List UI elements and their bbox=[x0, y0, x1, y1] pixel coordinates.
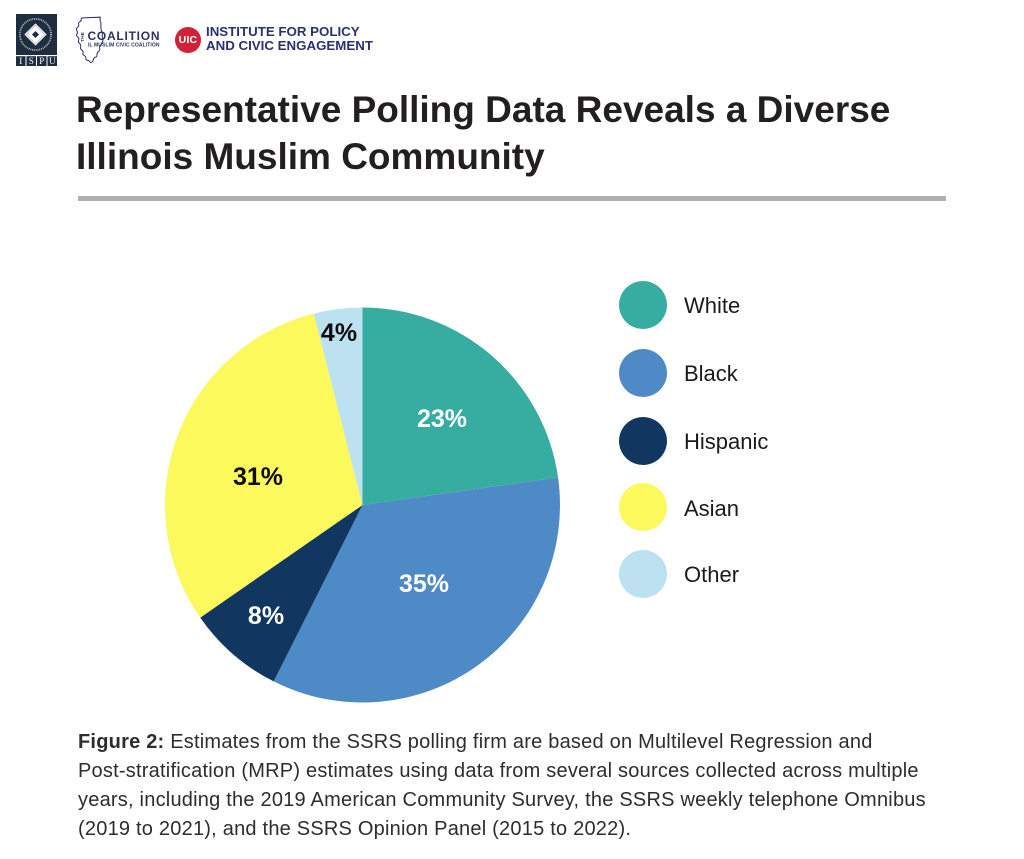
svg-text:8%: 8% bbox=[248, 602, 284, 630]
svg-text:I: I bbox=[19, 56, 22, 66]
svg-text:31%: 31% bbox=[233, 463, 283, 491]
svg-text:4%: 4% bbox=[321, 319, 357, 347]
svg-text:35%: 35% bbox=[399, 570, 449, 598]
svg-text:U: U bbox=[49, 56, 56, 66]
svg-text:COALITION: COALITION bbox=[88, 29, 161, 43]
svg-text:IL MUSLIM CIVIC COALITION: IL MUSLIM CIVIC COALITION bbox=[88, 42, 160, 48]
svg-text:THE: THE bbox=[80, 31, 86, 42]
svg-text:P: P bbox=[39, 56, 44, 66]
svg-text:23%: 23% bbox=[417, 405, 467, 433]
svg-text:S: S bbox=[29, 56, 34, 66]
